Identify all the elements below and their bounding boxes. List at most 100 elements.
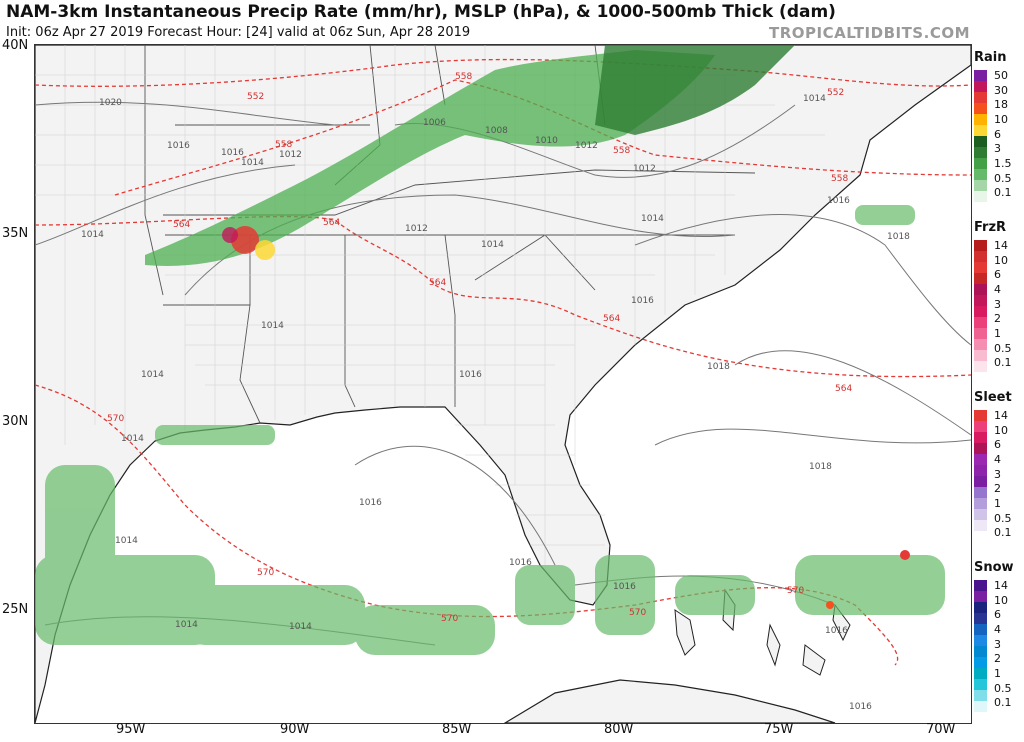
- frzr-legend-label: 0.5: [994, 341, 1012, 355]
- isobar-label: 1014: [141, 370, 164, 380]
- isobar-label: 1012: [575, 141, 598, 151]
- rain-legend-swatch: [974, 158, 987, 169]
- isobar-label: 1016: [827, 196, 850, 206]
- snow-legend-title: Snow: [974, 560, 1014, 575]
- precip: [35, 45, 945, 655]
- isobar-label: 1014: [241, 158, 264, 168]
- rain-legend-label: 50: [994, 69, 1008, 82]
- lon-label: 85W: [442, 722, 472, 737]
- rain-legend-label: 6: [994, 127, 1001, 141]
- thickness-label: 552: [247, 92, 264, 102]
- isobar-label: 1016: [825, 626, 848, 636]
- rain-legend-label: 18: [994, 98, 1008, 112]
- isobar-label: 1014: [289, 622, 312, 632]
- frzr-legend-label: 6: [994, 268, 1001, 282]
- isobar-label: 1016: [359, 498, 382, 508]
- thickness-label: 564: [429, 278, 446, 288]
- sleet-legend-label: 4: [994, 453, 1001, 466]
- rain-legend-swatch: [974, 70, 987, 81]
- isobar-label: 1014: [81, 230, 104, 240]
- frzr-legend-swatch: [974, 295, 987, 306]
- snow-legend-swatch: [974, 646, 987, 657]
- frzr-legend-label: 1: [994, 327, 1001, 340]
- thickness-label: 570: [257, 568, 274, 578]
- sleet-legend-label: 3: [994, 467, 1001, 481]
- rain-legend-swatch: [974, 81, 987, 92]
- snow-legend-swatch: [974, 613, 987, 624]
- snow-legend-label: 0.5: [994, 681, 1012, 695]
- sleet-legend-label: 0.5: [994, 511, 1012, 525]
- map-title: NAM-3km Instantaneous Precip Rate (mm/hr…: [6, 2, 836, 22]
- thickness-label: 564: [323, 218, 340, 228]
- weather-map: 1020 1016 1016 1014 1012 1008 1006 1010 …: [34, 44, 972, 724]
- rain-legend-swatch: [974, 147, 987, 158]
- frzr-legend-swatch: [974, 273, 987, 284]
- snow-legend-swatch: [974, 701, 987, 712]
- sleet-legend-swatch: [974, 531, 987, 542]
- snow-legend-swatch: [974, 668, 987, 679]
- isobar-label: 1016: [221, 148, 244, 158]
- rain-legend-swatch: [974, 92, 987, 103]
- frzr-legend-swatch: [974, 262, 987, 273]
- cuba: [503, 679, 836, 723]
- snow-legend-swatch: [974, 657, 987, 668]
- frzr-legend-label: 10: [994, 253, 1008, 267]
- lon-label: 70W: [926, 722, 956, 737]
- sleet-legend-swatch: [974, 476, 987, 487]
- thickness-label: 558: [831, 174, 848, 184]
- isobar-label: 1014: [261, 321, 284, 331]
- snow-legend-swatch: [974, 602, 987, 613]
- lat-label: 35N: [2, 226, 29, 241]
- frzr-legend-swatch: [974, 317, 987, 328]
- frzr-legend-label: 2: [994, 312, 1001, 326]
- rain-legend-swatch: [974, 180, 987, 191]
- rain-legend-title: Rain: [974, 50, 1007, 65]
- frzr-legend-swatch: [974, 339, 987, 350]
- sleet-legend-swatch: [974, 454, 987, 465]
- isobar-label: 1012: [279, 150, 302, 160]
- rain-legend-swatch: [974, 103, 987, 114]
- lat-label: 30N: [2, 414, 29, 429]
- rain-legend-label: 0.5: [994, 171, 1012, 185]
- isobar-label: 1014: [115, 536, 138, 546]
- thickness-label: 564: [173, 220, 190, 230]
- isobar-label: 1016: [509, 558, 532, 568]
- frzr-legend-label: 3: [994, 297, 1001, 311]
- thickness-labels: 552 552 558 558 558 558 564 564 564 564 …: [107, 72, 852, 624]
- frzr-legend-swatch: [974, 361, 987, 372]
- isobar-label: 1014: [121, 434, 144, 444]
- isobar-label: 1018: [887, 232, 910, 242]
- isobar-label: 1014: [641, 214, 664, 224]
- rain-legend-label: 10: [994, 113, 1008, 126]
- rain-legend-label: 1.5: [994, 157, 1012, 170]
- isobar-label: 1016: [459, 370, 482, 380]
- isobar-label: 1008: [485, 126, 508, 136]
- thickness-label: 570: [629, 608, 646, 618]
- brand-watermark: TROPICALTIDBITS.COM: [769, 24, 970, 42]
- snow-legend-label: 14: [994, 579, 1008, 592]
- isobar-label: 1012: [633, 164, 656, 174]
- snow-legend-label: 3: [994, 637, 1001, 651]
- frzr-legend-swatch: [974, 240, 987, 251]
- sleet-legend-label: 14: [994, 409, 1008, 422]
- sleet-legend-label: 0.1: [994, 526, 1012, 540]
- sleet-legend-swatch: [974, 421, 987, 432]
- lon-label: 90W: [280, 722, 310, 737]
- lon-label: 95W: [116, 722, 146, 737]
- lon-label: 80W: [604, 722, 634, 737]
- frzr-legend-swatch: [974, 284, 987, 295]
- lon-label: 75W: [764, 722, 794, 737]
- rain-legend-swatch: [974, 169, 987, 180]
- snow-legend-label: 6: [994, 608, 1001, 622]
- frzr-legend-label: 0.1: [994, 356, 1012, 370]
- thickness-label: 570: [107, 414, 124, 424]
- frzr-legend-swatch: [974, 306, 987, 317]
- isobar-label: 1006: [423, 118, 446, 128]
- sleet-legend-swatch: [974, 432, 987, 443]
- snow-legend-swatch: [974, 591, 987, 602]
- sleet-legend-swatch: [974, 443, 987, 454]
- thickness-label: 552: [827, 88, 844, 98]
- rain-legend-label: 30: [994, 83, 1008, 97]
- frzr-legend-swatch: [974, 350, 987, 361]
- sleet-legend-label: 2: [994, 482, 1001, 496]
